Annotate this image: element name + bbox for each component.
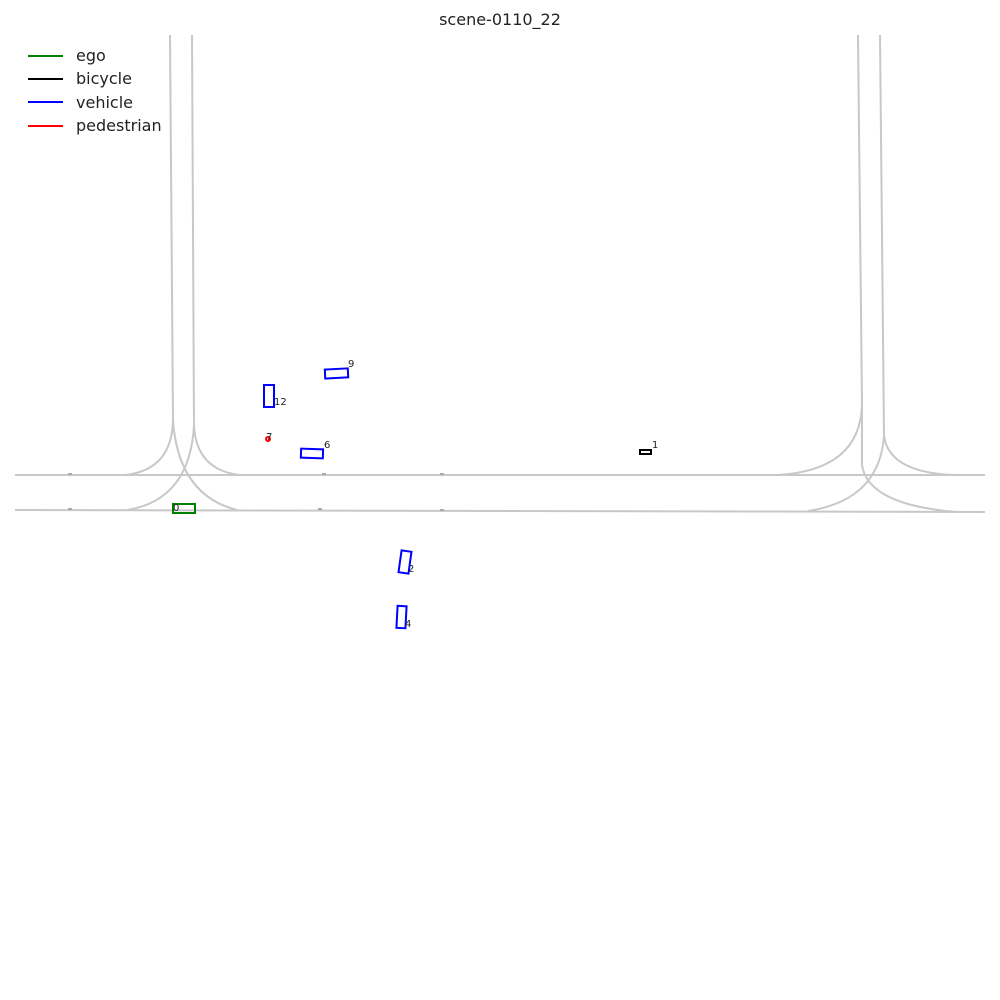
road-lanes	[14, 34, 986, 513]
legend-swatch	[28, 124, 63, 127]
agent-label: 1	[652, 440, 658, 451]
legend-item-vehicle: vehicle	[28, 91, 162, 114]
lane-line	[879, 34, 885, 436]
agent-label: 0	[173, 503, 179, 514]
legend: ego bicycle vehicle pedestrian	[28, 44, 162, 137]
legend-swatch	[28, 77, 63, 80]
lane-curve	[193, 424, 241, 476]
legend-swatch	[28, 54, 63, 57]
legend-item-ego: ego	[28, 44, 162, 67]
agent-label: 7	[266, 432, 272, 443]
agent-label: 2	[408, 564, 414, 575]
legend-item-pedestrian: pedestrian	[28, 114, 162, 137]
legend-item-bicycle: bicycle	[28, 67, 162, 90]
agent-label: 6	[324, 440, 330, 451]
legend-label: ego	[76, 46, 106, 66]
lane-line	[857, 34, 863, 406]
agents: 0 1 2 4 6 7 9 12	[172, 359, 658, 630]
agent-label: 12	[274, 397, 287, 408]
lane-curve	[124, 419, 174, 476]
agent-label: 4	[405, 619, 411, 630]
lane-curve	[807, 434, 885, 512]
agent-box-vehicle	[323, 367, 350, 380]
lane-curve	[172, 419, 238, 511]
lane-curve	[883, 434, 954, 476]
lane-curve	[777, 404, 863, 476]
legend-swatch	[28, 101, 63, 104]
lane-curve	[861, 405, 958, 513]
scene-title: scene-0110_22	[439, 10, 561, 29]
agent-box-vehicle	[299, 447, 325, 460]
lane-line	[14, 509, 986, 513]
agent-box-vehicle	[395, 604, 408, 630]
legend-label: pedestrian	[76, 116, 162, 136]
lane-tick	[68, 473, 444, 511]
agent-box-vehicle	[397, 549, 413, 575]
agent-box-ego	[172, 503, 196, 514]
agent-label: 9	[348, 359, 354, 370]
lane-line	[169, 34, 174, 421]
agent-box-vehicle	[263, 384, 275, 408]
agent-box-bicycle	[639, 449, 652, 455]
legend-label: vehicle	[76, 92, 133, 112]
lane-curve	[126, 424, 195, 511]
agent-box-pedestrian	[265, 436, 271, 442]
legend-label: bicycle	[76, 69, 132, 89]
lane-line	[191, 34, 195, 426]
